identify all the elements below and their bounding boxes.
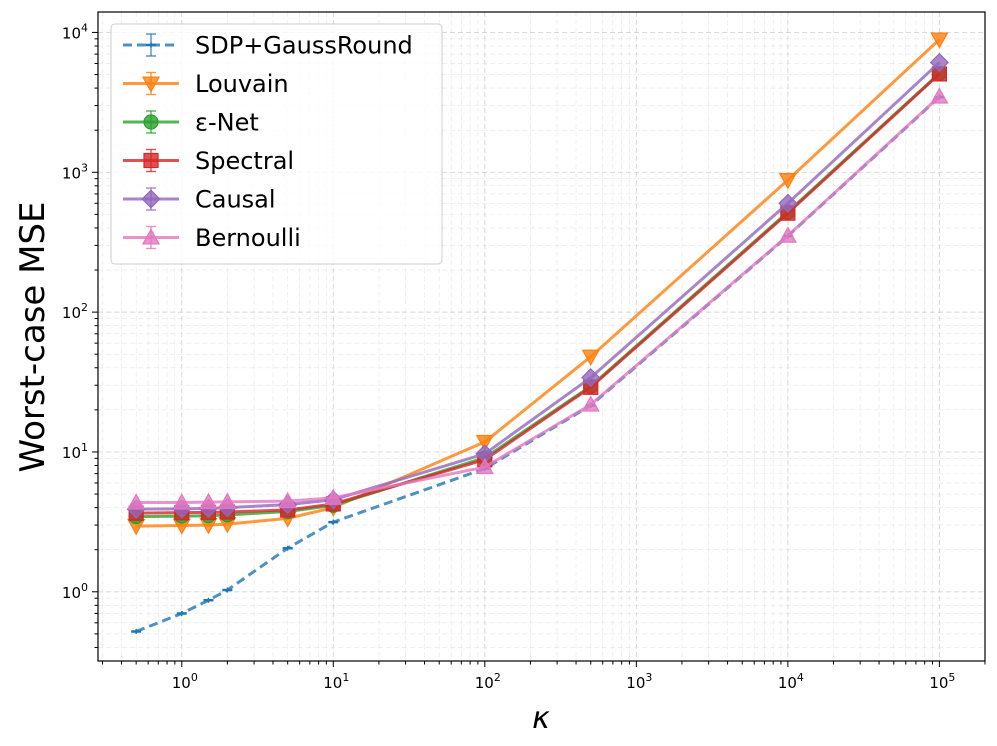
legend-entry: ε-Net bbox=[123, 109, 259, 137]
data-point bbox=[199, 492, 218, 510]
data-point bbox=[581, 368, 601, 388]
legend-label: SDP+GaussRound bbox=[195, 32, 413, 60]
legend-marker bbox=[141, 189, 161, 209]
data-point bbox=[778, 172, 797, 190]
data-point bbox=[218, 492, 237, 509]
data-point bbox=[930, 32, 949, 49]
data-point bbox=[324, 488, 343, 505]
data-point bbox=[278, 491, 297, 509]
y-tick-label: 100 bbox=[62, 581, 88, 602]
legend-entry: Spectral bbox=[123, 147, 294, 175]
y-tick-label: 102 bbox=[62, 301, 88, 322]
data-point bbox=[581, 349, 600, 366]
series-line bbox=[136, 61, 941, 511]
data-point bbox=[172, 493, 191, 510]
series-line bbox=[136, 72, 941, 515]
legend-marker bbox=[143, 114, 159, 130]
data-point bbox=[475, 434, 494, 452]
series-line bbox=[135, 95, 941, 633]
series-line bbox=[136, 38, 941, 528]
data-point bbox=[930, 87, 949, 104]
legend-label: Louvain bbox=[195, 70, 289, 98]
legend-entry: Louvain bbox=[123, 70, 289, 98]
x-axis-label: κ bbox=[532, 701, 550, 736]
x-tick-label: 105 bbox=[929, 671, 955, 692]
data-point bbox=[778, 193, 798, 213]
legend-entry: Causal bbox=[123, 186, 276, 214]
legend-entry: SDP+GaussRound bbox=[123, 32, 413, 60]
data-point bbox=[778, 226, 797, 243]
x-tick-label: 102 bbox=[475, 671, 501, 692]
axis-ticks: 100 101 102 103 104 105 100 101 102 103 104 bbox=[62, 21, 986, 692]
x-tick-label: 100 bbox=[172, 671, 198, 692]
y-tick-label: 104 bbox=[62, 21, 88, 42]
y-tick-label: 103 bbox=[62, 161, 88, 182]
series-6 bbox=[127, 87, 949, 510]
y-axis-label: Worst-case MSE bbox=[13, 201, 53, 472]
data-point bbox=[581, 395, 600, 412]
data-point bbox=[475, 457, 494, 475]
legend-box bbox=[110, 23, 443, 265]
plot-frame bbox=[97, 11, 986, 662]
x-tick-label: 104 bbox=[778, 671, 804, 692]
legend-label: Bernoulli bbox=[195, 224, 301, 252]
legend-entry: Bernoulli bbox=[123, 224, 301, 252]
legend-label: ε-Net bbox=[195, 109, 259, 137]
x-tick-label: 103 bbox=[626, 671, 652, 692]
series-line bbox=[136, 95, 941, 505]
legend-marker bbox=[141, 76, 161, 93]
legend-marker bbox=[141, 228, 161, 245]
x-tick-label: 101 bbox=[323, 671, 349, 692]
y-tick-label: 101 bbox=[62, 441, 88, 462]
legend-label: Spectral bbox=[195, 147, 294, 175]
legend: SDP+GaussRound Louvain ε-Net Spectral Causal… bbox=[110, 23, 443, 265]
data-point bbox=[929, 52, 949, 73]
legend-marker bbox=[143, 152, 159, 169]
data-point bbox=[127, 493, 146, 510]
plot-series bbox=[126, 32, 949, 635]
legend-label: Causal bbox=[195, 186, 276, 214]
